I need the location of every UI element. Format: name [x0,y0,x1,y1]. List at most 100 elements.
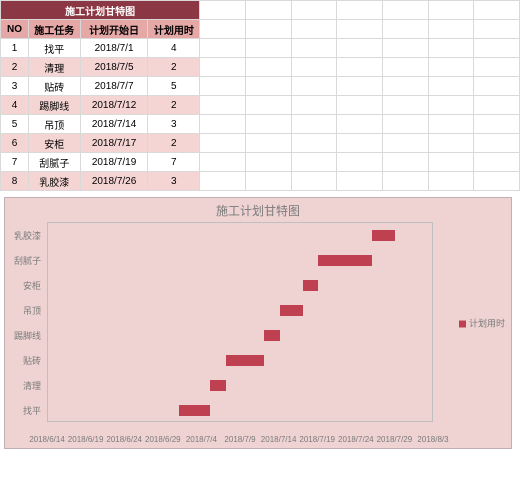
cell[interactable]: 2 [148,134,200,153]
cell[interactable] [291,20,337,39]
cell[interactable] [428,96,474,115]
cell[interactable] [200,20,246,39]
cell[interactable] [382,58,428,77]
cell[interactable] [337,134,383,153]
cell[interactable] [474,58,520,77]
cell[interactable] [337,39,383,58]
cell[interactable] [200,39,246,58]
cell[interactable] [291,153,337,172]
cell[interactable] [200,172,246,191]
cell[interactable] [428,39,474,58]
cell[interactable] [474,1,520,20]
cell[interactable]: 8 [1,172,29,191]
cell[interactable] [382,20,428,39]
cell[interactable]: 2 [148,96,200,115]
cell[interactable] [474,39,520,58]
cell[interactable]: 3 [148,115,200,134]
cell[interactable] [291,134,337,153]
cell[interactable] [474,153,520,172]
cell[interactable] [200,1,246,20]
cell[interactable]: 计划开始日 [80,20,148,39]
cell[interactable]: 2 [148,58,200,77]
cell[interactable] [200,96,246,115]
cell[interactable] [245,153,291,172]
cell[interactable] [291,115,337,134]
cell[interactable]: 找平 [28,39,80,58]
cell[interactable] [428,134,474,153]
cell[interactable]: 7 [148,153,200,172]
cell[interactable] [245,20,291,39]
cell[interactable]: 2018/7/17 [80,134,148,153]
cell[interactable] [474,134,520,153]
cell[interactable] [428,153,474,172]
cell[interactable] [200,115,246,134]
cell[interactable] [291,77,337,96]
cell[interactable] [245,115,291,134]
cell[interactable] [245,134,291,153]
cell[interactable] [382,115,428,134]
cell[interactable] [337,153,383,172]
cell[interactable] [428,1,474,20]
cell[interactable] [382,134,428,153]
cell[interactable]: 安柜 [28,134,80,153]
cell[interactable]: 施工任务 [28,20,80,39]
cell[interactable]: 2018/7/19 [80,153,148,172]
cell[interactable] [337,58,383,77]
cell[interactable] [245,39,291,58]
cell[interactable]: 1 [1,39,29,58]
cell[interactable]: 吊顶 [28,115,80,134]
cell[interactable] [474,96,520,115]
cell[interactable] [337,172,383,191]
cell[interactable]: 6 [1,134,29,153]
cell[interactable] [291,96,337,115]
cell[interactable] [291,39,337,58]
cell[interactable]: 5 [1,115,29,134]
cell[interactable]: 刮腻子 [28,153,80,172]
cell[interactable] [428,77,474,96]
cell[interactable] [245,96,291,115]
cell[interactable] [474,77,520,96]
cell[interactable] [200,58,246,77]
cell[interactable] [291,172,337,191]
cell[interactable]: 7 [1,153,29,172]
cell[interactable]: 2018/7/14 [80,115,148,134]
cell[interactable] [474,172,520,191]
cell[interactable]: 2018/7/5 [80,58,148,77]
cell[interactable]: 5 [148,77,200,96]
cell[interactable]: 乳胶漆 [28,172,80,191]
cell[interactable] [291,1,337,20]
cell[interactable] [337,115,383,134]
cell[interactable]: 2018/7/12 [80,96,148,115]
cell[interactable]: 贴砖 [28,77,80,96]
cell[interactable]: 计划用时 [148,20,200,39]
cell[interactable] [200,153,246,172]
cell[interactable]: 4 [1,96,29,115]
cell[interactable] [337,96,383,115]
cell[interactable]: 踢脚线 [28,96,80,115]
cell[interactable] [382,39,428,58]
cell[interactable] [428,115,474,134]
cell[interactable] [428,172,474,191]
cell[interactable]: 3 [148,172,200,191]
cell[interactable] [200,77,246,96]
cell[interactable] [428,20,474,39]
cell[interactable]: 2 [1,58,29,77]
cell[interactable]: 2018/7/26 [80,172,148,191]
cell[interactable] [337,1,383,20]
cell[interactable]: 4 [148,39,200,58]
cell[interactable] [428,58,474,77]
cell[interactable]: 清理 [28,58,80,77]
cell[interactable] [337,77,383,96]
cell[interactable] [337,20,383,39]
cell[interactable]: NO [1,20,29,39]
cell[interactable] [200,134,246,153]
cell[interactable] [245,58,291,77]
cell[interactable]: 施工计划甘特图 [1,1,200,20]
cell[interactable] [382,77,428,96]
cell[interactable] [245,172,291,191]
cell[interactable]: 2018/7/7 [80,77,148,96]
cell[interactable] [245,1,291,20]
cell[interactable] [474,20,520,39]
cell[interactable] [382,153,428,172]
cell[interactable] [382,1,428,20]
